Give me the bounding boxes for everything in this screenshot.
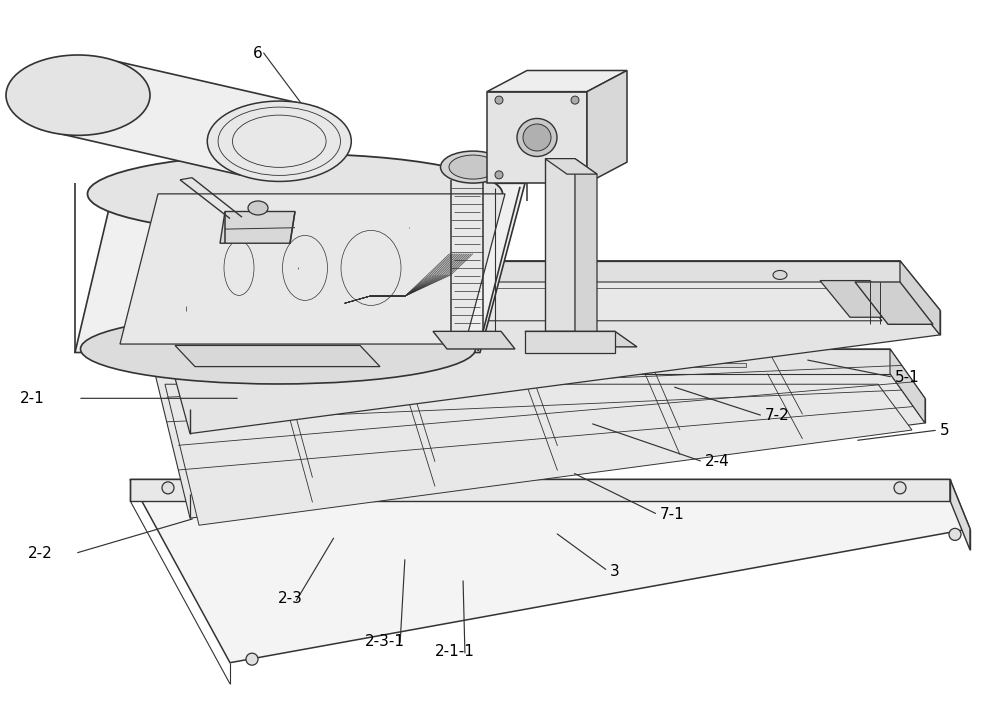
Polygon shape (155, 374, 925, 518)
Polygon shape (545, 159, 575, 331)
Ellipse shape (773, 271, 787, 279)
Ellipse shape (495, 96, 503, 104)
Polygon shape (686, 363, 746, 367)
Ellipse shape (343, 271, 357, 279)
Ellipse shape (246, 653, 258, 666)
Polygon shape (525, 331, 615, 352)
Ellipse shape (6, 55, 150, 135)
Ellipse shape (162, 482, 174, 494)
Polygon shape (587, 70, 627, 183)
Polygon shape (155, 349, 925, 494)
Polygon shape (900, 261, 940, 335)
Polygon shape (155, 282, 882, 321)
Polygon shape (150, 286, 940, 434)
Ellipse shape (517, 118, 557, 157)
Ellipse shape (207, 101, 351, 181)
Text: 2-1-1: 2-1-1 (435, 644, 475, 659)
Polygon shape (155, 349, 890, 374)
Polygon shape (175, 345, 380, 367)
Ellipse shape (571, 96, 579, 104)
Polygon shape (564, 363, 624, 367)
Polygon shape (433, 331, 515, 349)
Polygon shape (165, 384, 912, 525)
Polygon shape (130, 479, 970, 663)
Polygon shape (130, 479, 950, 501)
Text: 5-1: 5-1 (895, 369, 920, 385)
Text: 2-4: 2-4 (705, 454, 730, 470)
Ellipse shape (894, 482, 906, 494)
Polygon shape (150, 261, 940, 409)
Text: 7-1: 7-1 (660, 507, 685, 522)
Polygon shape (820, 281, 900, 317)
Ellipse shape (523, 124, 551, 151)
Polygon shape (950, 479, 970, 550)
Polygon shape (120, 194, 505, 344)
Polygon shape (575, 159, 597, 347)
Text: 2-3: 2-3 (278, 591, 302, 606)
Ellipse shape (911, 313, 925, 321)
Polygon shape (150, 261, 900, 286)
Ellipse shape (80, 314, 476, 384)
Polygon shape (319, 363, 379, 367)
Polygon shape (220, 212, 295, 243)
Text: 7-2: 7-2 (765, 408, 790, 424)
Text: 2-3-1: 2-3-1 (365, 634, 405, 649)
Polygon shape (890, 349, 925, 423)
Text: 2-1: 2-1 (20, 391, 45, 406)
Text: 2-2: 2-2 (28, 546, 53, 561)
Text: 5: 5 (940, 422, 950, 438)
Ellipse shape (248, 201, 268, 215)
Polygon shape (545, 159, 597, 174)
Polygon shape (196, 363, 256, 367)
Ellipse shape (88, 154, 503, 234)
Polygon shape (441, 363, 501, 367)
Text: 6: 6 (253, 46, 263, 61)
Ellipse shape (571, 171, 579, 179)
Polygon shape (487, 70, 627, 92)
Ellipse shape (440, 151, 506, 183)
Polygon shape (39, 61, 318, 175)
Text: 3: 3 (610, 563, 620, 579)
Polygon shape (855, 282, 933, 324)
Polygon shape (75, 183, 525, 352)
Ellipse shape (449, 155, 497, 179)
Ellipse shape (949, 528, 961, 541)
Ellipse shape (495, 171, 503, 179)
Polygon shape (525, 331, 637, 347)
Polygon shape (487, 92, 587, 183)
